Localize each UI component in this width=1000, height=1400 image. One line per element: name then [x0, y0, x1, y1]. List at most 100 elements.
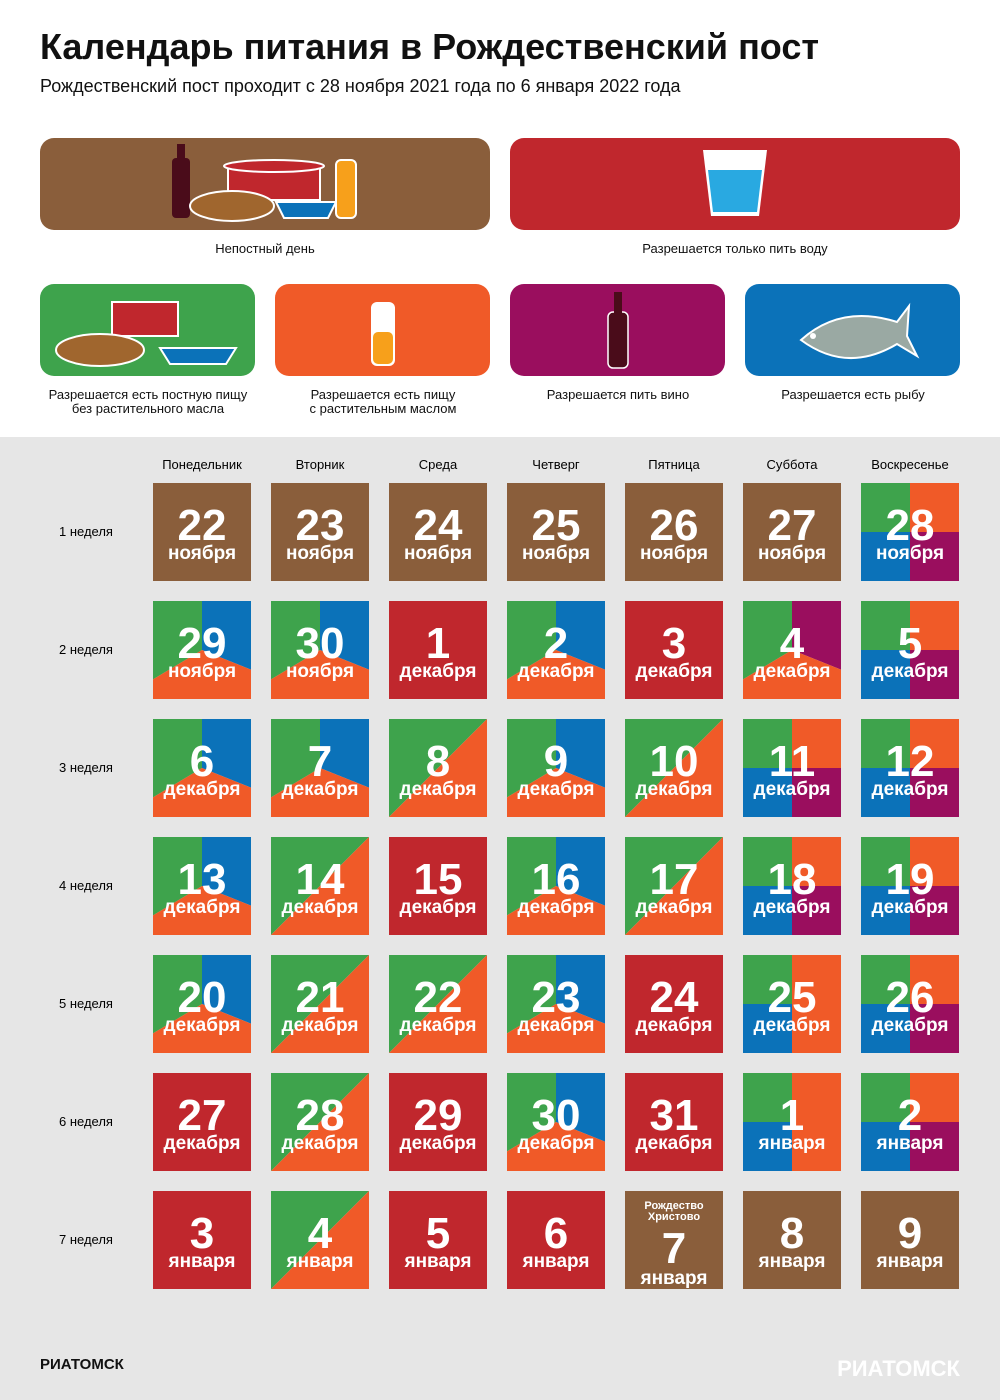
day-month: декабря [518, 1133, 595, 1154]
cell-fill [861, 1122, 910, 1171]
day-number: 8 [426, 737, 450, 786]
legend-box [510, 138, 960, 230]
cell-fill [792, 955, 841, 1004]
cell-fill [389, 1073, 487, 1171]
legend-label: Разрешается есть постную пищу без растит… [48, 387, 248, 416]
cell-fill [153, 719, 202, 798]
cell-fill [271, 601, 320, 680]
day-number: 2 [544, 619, 568, 668]
cell-fill [861, 1191, 959, 1289]
cell-fill [389, 837, 487, 935]
day-month: января [285, 1251, 353, 1272]
day-number: 24 [650, 973, 699, 1022]
day-number: 19 [886, 855, 935, 904]
cell-fill [743, 886, 792, 935]
cell-fill [861, 1073, 910, 1122]
cell-fill [861, 532, 910, 581]
day-number: 7 [662, 1224, 686, 1273]
cell-fill [861, 837, 910, 886]
day-number: 3 [190, 1209, 214, 1258]
week-label: 7 неделя [59, 1232, 113, 1247]
day-month: декабря [282, 779, 359, 800]
icon-oil [371, 302, 395, 366]
day-month: декабря [754, 1015, 831, 1036]
cell-fill [743, 1191, 841, 1289]
day-month: января [875, 1251, 943, 1272]
subtitle: Рождественский пост проходит с 28 ноября… [40, 76, 681, 96]
day-number: 24 [414, 501, 463, 550]
legend-label: Разрешается есть рыбу [781, 387, 925, 402]
day-month: декабря [636, 1133, 713, 1154]
day-month: декабря [636, 897, 713, 918]
cell-fill [153, 768, 251, 817]
cell-fill [153, 483, 251, 581]
day-number: 22 [178, 501, 227, 550]
day-month: декабря [636, 779, 713, 800]
cell-fill [743, 837, 792, 886]
day-month: декабря [164, 1015, 241, 1036]
cell-fill [507, 886, 605, 935]
cell-fill [556, 719, 605, 788]
day-number: 20 [178, 973, 227, 1022]
day-month: декабря [754, 897, 831, 918]
day-month: января [521, 1251, 589, 1272]
weekday: Воскресенье [871, 457, 948, 472]
day-number: 9 [544, 737, 568, 786]
icon-water [703, 150, 767, 216]
week-label: 6 неделя [59, 1114, 113, 1129]
cell-fill [202, 955, 251, 1024]
cell-fill [910, 886, 959, 935]
day-month: ноября [640, 543, 708, 564]
day-number: 6 [544, 1209, 568, 1258]
cell-fill [271, 483, 369, 581]
day-number: 26 [650, 501, 699, 550]
cell-fill [792, 719, 841, 768]
day-number: 30 [296, 619, 345, 668]
legend-box [275, 284, 490, 376]
cell-fill [153, 1004, 251, 1053]
cell-fill [153, 1073, 251, 1171]
cell-fill [792, 601, 841, 670]
day-month: ноября [522, 543, 590, 564]
cell-fill [625, 1073, 723, 1171]
day-month: декабря [872, 661, 949, 682]
cell-fill [625, 1191, 723, 1289]
legend-label: Разрешается пить вино [546, 387, 690, 402]
legend-box [40, 138, 490, 230]
day-number: 29 [178, 619, 227, 668]
day-month: декабря [518, 661, 595, 682]
day-number: 23 [296, 501, 345, 550]
cell-fill [743, 601, 792, 680]
cell-fill [743, 1073, 792, 1122]
day-month: ноября [758, 543, 826, 564]
cell-fill [861, 719, 910, 768]
cell-fill [389, 601, 487, 699]
day-month: января [639, 1268, 707, 1289]
cell-fill [271, 1073, 369, 1171]
cell-fill [743, 650, 841, 699]
day-month: ноября [286, 543, 354, 564]
legend-box [40, 284, 255, 376]
cell-fill [389, 483, 487, 581]
cell-fill [202, 601, 251, 670]
